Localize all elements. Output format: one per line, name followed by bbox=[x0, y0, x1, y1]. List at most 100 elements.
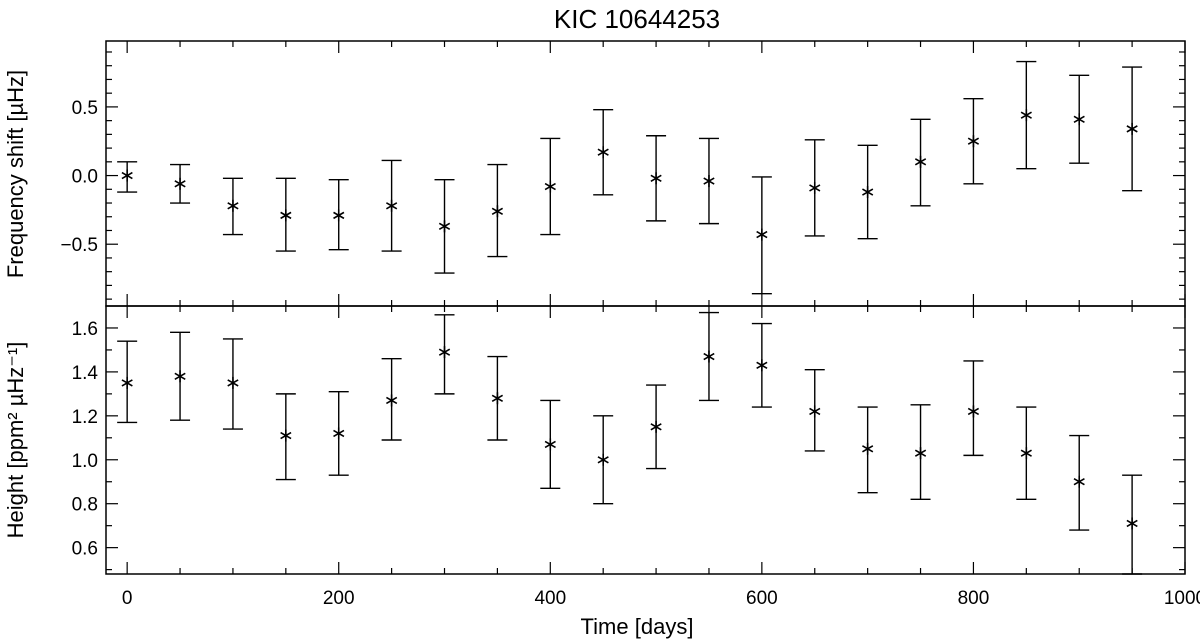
height-data-point bbox=[222, 338, 243, 430]
frequency-shift-y-ticks: −0.5 0.0 0.5 bbox=[60, 51, 1185, 300]
asterisk-marker bbox=[227, 202, 239, 210]
asterisk-marker bbox=[1126, 125, 1138, 133]
frequency-shift-data-point bbox=[434, 178, 455, 274]
height-data-point bbox=[117, 340, 138, 424]
frequency-shift-data-point bbox=[1016, 60, 1037, 170]
frequency-shift-x-ticks bbox=[126, 41, 1186, 306]
asterisk-marker bbox=[438, 348, 451, 356]
x-axis-label: Time [days] bbox=[581, 614, 694, 639]
height-data-point bbox=[646, 384, 667, 470]
asterisk-marker bbox=[333, 211, 345, 220]
asterisk-marker bbox=[756, 361, 768, 370]
height-data-point bbox=[963, 360, 984, 457]
asterisk-marker bbox=[438, 222, 451, 231]
height-data-point bbox=[487, 355, 508, 441]
frequency-shift-y-axis-label: Frequency shift [µHz] bbox=[3, 70, 28, 278]
frequency-shift-plot-frame bbox=[105, 40, 1186, 307]
height-data-point bbox=[170, 331, 191, 421]
asterisk-marker bbox=[650, 423, 662, 431]
x-tick-label: 200 bbox=[323, 588, 355, 609]
asterisk-marker bbox=[809, 184, 821, 192]
frequency-shift-data-point bbox=[275, 177, 296, 252]
asterisk-marker bbox=[280, 211, 292, 220]
asterisk-marker bbox=[385, 396, 398, 405]
frequency-shift-data-point bbox=[593, 108, 614, 196]
height-y-tick-label: 1.6 bbox=[72, 319, 98, 340]
frequency-shift-data-point bbox=[646, 135, 667, 222]
frequency-shift-data-point bbox=[857, 144, 878, 240]
height-data-point bbox=[434, 314, 455, 395]
asterisk-marker bbox=[1073, 478, 1085, 486]
height-data-point bbox=[1069, 434, 1090, 531]
height-y-axis-label: Height [ppm² µHz⁻¹] bbox=[3, 342, 28, 539]
x-tick-label: 400 bbox=[534, 588, 566, 609]
height-y-tick-label: 1.0 bbox=[72, 451, 98, 472]
frequency-shift-data-point bbox=[170, 163, 191, 204]
frequency-shift-data-point bbox=[910, 118, 931, 207]
frequency-shift-y-tick-label: 0.5 bbox=[72, 98, 98, 119]
asterisk-marker bbox=[862, 188, 874, 196]
frequency-shift-data-point bbox=[540, 137, 561, 236]
asterisk-marker bbox=[121, 379, 133, 387]
height-data-point bbox=[751, 322, 772, 408]
height-y-tick-label: 0.8 bbox=[72, 495, 98, 516]
frequency-shift-data-point bbox=[751, 176, 772, 295]
frequency-shift-data-point bbox=[698, 137, 719, 225]
height-data-point bbox=[540, 399, 561, 490]
asterisk-marker bbox=[914, 449, 927, 457]
height-y-tick-label: 0.6 bbox=[72, 539, 98, 560]
height-data-point bbox=[910, 404, 931, 501]
x-tick-label: 800 bbox=[958, 588, 990, 609]
height-data-point bbox=[275, 393, 296, 481]
height-y-tick-label: 1.2 bbox=[72, 407, 98, 428]
x-tick-label: 1000 bbox=[1164, 588, 1200, 609]
asterisk-marker bbox=[491, 394, 504, 402]
asterisk-marker bbox=[862, 445, 874, 453]
x-tick-label: 0 bbox=[122, 588, 133, 609]
asterisk-marker bbox=[809, 407, 821, 416]
asterisk-marker bbox=[1126, 519, 1138, 528]
frequency-shift-y-tick-label: −0.5 bbox=[60, 235, 98, 256]
frequency-shift-panel: −0.5 0.0 0.5 Frequency shift [µHz] bbox=[3, 40, 1186, 307]
height-data-point bbox=[1122, 474, 1143, 575]
asterisk-marker bbox=[544, 440, 556, 449]
asterisk-marker bbox=[385, 202, 398, 210]
x-tick-label: 600 bbox=[746, 588, 778, 609]
height-data-point bbox=[698, 311, 719, 402]
height-panel: 0.6 0.8 1.0 1.2 1.4 1.6 0 200 400 600 800 1000 Hei… bbox=[3, 305, 1200, 639]
frequency-shift-data-point bbox=[963, 97, 984, 185]
frequency-shift-data-point bbox=[804, 139, 825, 237]
height-data-point bbox=[804, 369, 825, 452]
frequency-shift-data-point bbox=[487, 163, 508, 258]
height-data-point bbox=[857, 406, 878, 494]
asterisk-marker bbox=[703, 352, 715, 361]
frequency-shift-data-point bbox=[381, 159, 402, 252]
asterisk-marker bbox=[1073, 115, 1085, 123]
height-data-point bbox=[1016, 406, 1037, 501]
asterisk-marker bbox=[174, 180, 186, 188]
asterisk-marker bbox=[967, 137, 980, 145]
chart-title: KIC 10644253 bbox=[554, 4, 720, 34]
frequency-shift-data-points bbox=[117, 60, 1143, 295]
asterisk-marker bbox=[1020, 449, 1032, 457]
frequency-shift-data-point bbox=[1122, 66, 1143, 192]
asterisk-marker bbox=[703, 177, 715, 185]
height-data-point bbox=[593, 415, 614, 505]
asterisk-marker bbox=[544, 182, 556, 191]
frequency-shift-data-point bbox=[328, 178, 349, 251]
frequency-shift-data-point bbox=[222, 177, 243, 236]
height-y-tick-label: 1.4 bbox=[72, 363, 99, 384]
asterisk-marker bbox=[174, 372, 186, 380]
height-data-points bbox=[117, 311, 1143, 575]
asterisk-marker bbox=[756, 230, 768, 239]
height-data-point bbox=[328, 390, 349, 476]
asterisk-marker bbox=[914, 158, 927, 166]
asterisk-marker bbox=[967, 407, 980, 416]
asterisk-marker bbox=[121, 171, 133, 180]
height-x-ticks: 0 200 400 600 800 1000 bbox=[122, 306, 1200, 609]
asterisk-marker bbox=[333, 429, 345, 438]
height-plot-frame bbox=[105, 305, 1186, 575]
height-y-ticks: 0.6 0.8 1.0 1.2 1.4 1.6 bbox=[72, 319, 1185, 571]
frequency-shift-y-tick-label: 0.0 bbox=[72, 167, 98, 188]
